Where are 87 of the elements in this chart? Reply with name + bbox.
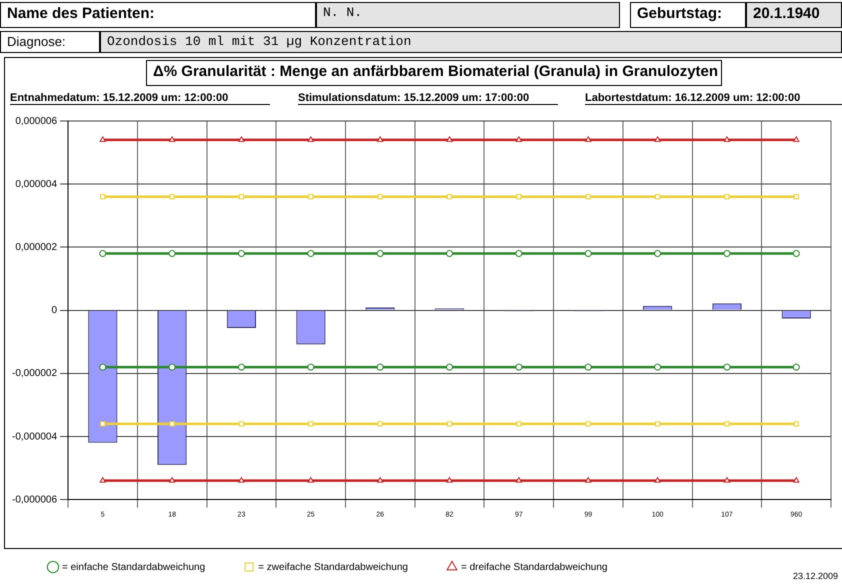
point — [516, 477, 522, 483]
text: Geburtstag: — [630, 2, 746, 28]
legend-label: = zweifache Standardabweichung — [258, 562, 408, 573]
point — [792, 250, 800, 258]
point — [169, 421, 175, 426]
y-tick-label: 0 — [51, 305, 58, 316]
point — [724, 194, 730, 200]
point — [238, 136, 245, 142]
point — [794, 421, 799, 426]
point — [654, 136, 661, 142]
point — [307, 364, 314, 371]
point — [238, 364, 245, 371]
y-tick-label: -0,000002 — [12, 368, 58, 380]
text: 20.1.1940 — [746, 2, 842, 28]
point — [446, 364, 454, 371]
text: Diagnose: — [0, 31, 100, 53]
text: Stimulationsdatum: 15.12.2009 um: 17:00:00 — [298, 92, 558, 105]
point — [723, 364, 730, 371]
point — [308, 421, 314, 426]
point — [516, 194, 522, 200]
point — [378, 194, 383, 200]
text: Ozondosis 10 ml mit 31 µg Konzentration — [100, 31, 842, 53]
point — [654, 194, 660, 200]
y-tick-label: 0,000004 — [15, 178, 58, 190]
y-tick-label: 0,000002 — [15, 242, 58, 253]
point — [238, 250, 245, 258]
text: Name des Patienten: — [0, 2, 316, 28]
point — [100, 421, 106, 426]
text: Labortestdatum: 16.12.2009 um: 12:00:00 — [585, 92, 842, 105]
point — [584, 364, 592, 371]
point — [99, 364, 106, 371]
point — [793, 477, 800, 483]
point — [515, 250, 522, 258]
point — [586, 421, 591, 426]
point — [516, 136, 522, 142]
text: Entnahmedatum: 15.12.2009 um: 12:00:00 — [10, 92, 270, 105]
point — [308, 477, 314, 483]
point — [446, 250, 454, 258]
point — [724, 136, 730, 142]
y-tick-label: 0,000006 — [15, 116, 58, 127]
point — [100, 136, 106, 142]
legend-label: = einfache Standardabweichung — [62, 562, 206, 573]
point — [100, 477, 106, 483]
point — [308, 136, 314, 142]
point — [586, 194, 591, 200]
point — [446, 477, 453, 483]
point — [585, 136, 592, 142]
point — [654, 250, 662, 258]
point — [654, 477, 661, 483]
point — [515, 364, 522, 371]
point — [238, 477, 245, 483]
point — [168, 250, 176, 258]
point — [794, 194, 799, 200]
point — [168, 477, 176, 483]
point — [793, 136, 800, 142]
point — [238, 421, 244, 426]
point — [724, 477, 730, 483]
point — [376, 364, 384, 371]
y-tick-label: -0,000006 — [12, 494, 58, 506]
point — [516, 421, 522, 426]
point — [723, 250, 730, 258]
text: 23.12.2009 — [792, 571, 838, 581]
point — [585, 477, 592, 483]
point — [377, 136, 384, 142]
point — [377, 477, 384, 483]
point — [584, 250, 592, 258]
point — [99, 250, 106, 258]
point — [308, 194, 314, 200]
point — [238, 194, 244, 200]
chart-title: Δ% Granularität : Menge an anfärbbarem Biomaterial (Granula) in Granulozyten — [146, 60, 722, 86]
point — [169, 194, 175, 200]
point — [446, 136, 453, 142]
point — [378, 421, 383, 426]
y-tick-label: -0,000004 — [12, 431, 58, 442]
point — [654, 421, 660, 426]
point — [100, 194, 106, 200]
point — [446, 194, 452, 200]
point — [724, 421, 730, 426]
point — [168, 364, 176, 371]
point — [376, 250, 384, 258]
point — [307, 250, 314, 258]
legend-label: = dreifache Standardabweichung — [460, 562, 608, 573]
point — [792, 364, 800, 371]
point — [654, 364, 662, 371]
point — [168, 136, 176, 142]
text: N. N. — [316, 2, 620, 28]
point — [446, 421, 452, 426]
